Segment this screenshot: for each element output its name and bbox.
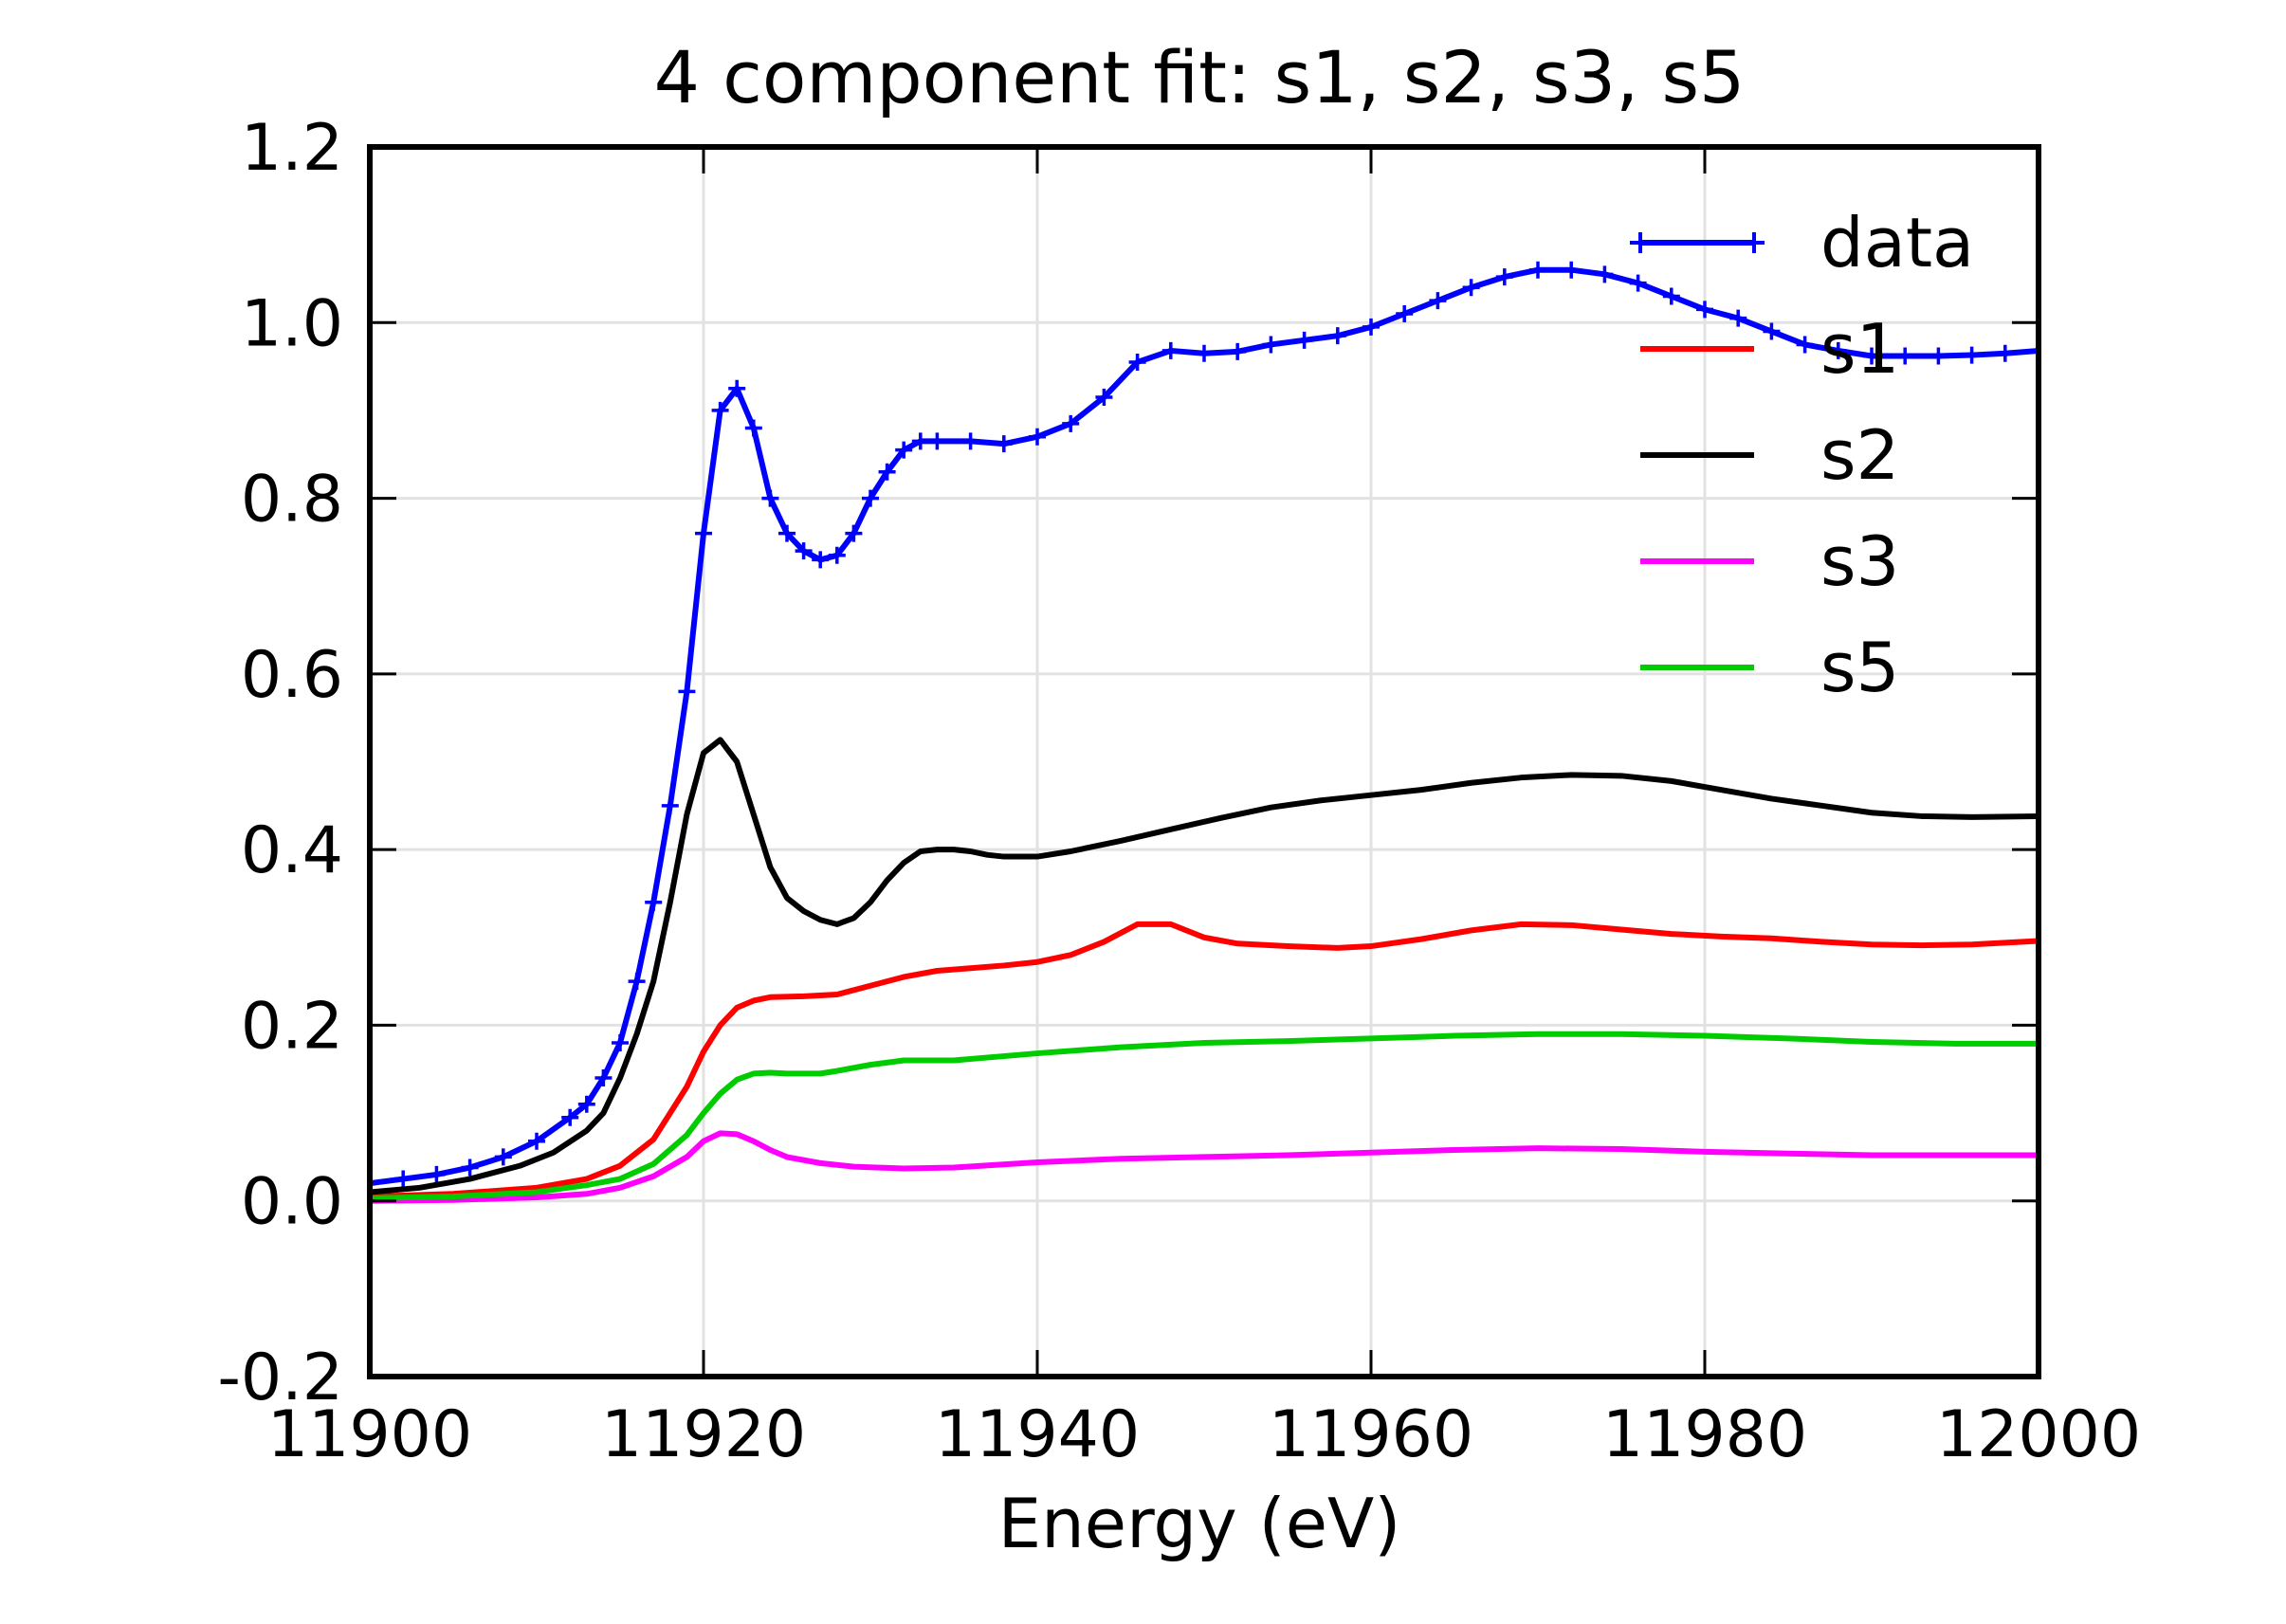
data-point-data bbox=[1696, 301, 1713, 319]
data-point-data bbox=[1763, 322, 1781, 340]
y-tick-label: -0.2 bbox=[217, 1341, 343, 1415]
axis-ticks: 11900 11920 11940 11960 11980 12000 -0.2 0.0 0.2… bbox=[217, 111, 2141, 1472]
data-point-data bbox=[494, 1148, 512, 1166]
x-tick-label: 11980 bbox=[1602, 1397, 1807, 1472]
data-point-data bbox=[744, 419, 762, 437]
data-point-data bbox=[928, 432, 946, 450]
data-point-data bbox=[1829, 341, 1847, 359]
legend-marker-data bbox=[1744, 232, 1765, 253]
data-point-data bbox=[1062, 414, 1080, 432]
data-point-data bbox=[1529, 261, 1546, 279]
data-point-data bbox=[1863, 347, 1880, 365]
plot-frame bbox=[367, 144, 2041, 1379]
y-tick-label: 1.2 bbox=[241, 111, 343, 186]
chart-title: 4 component fit: s1, s2, s3, s5 bbox=[654, 35, 1746, 119]
series-line-s3 bbox=[370, 1130, 2039, 1204]
data-point-data bbox=[1328, 327, 1346, 345]
y-tick-label: 0.2 bbox=[241, 989, 343, 1064]
plot-border bbox=[367, 144, 2041, 1379]
data-point-data bbox=[911, 432, 929, 450]
y-tick-label: 1.0 bbox=[241, 286, 343, 361]
data-point-data bbox=[1629, 274, 1647, 292]
data-point-data bbox=[1262, 336, 1280, 354]
x-tick-label: 11920 bbox=[601, 1397, 806, 1472]
data-point-data bbox=[1095, 389, 1113, 407]
data-point-data bbox=[1462, 279, 1480, 297]
series-line-s5 bbox=[370, 1031, 2039, 1201]
data-point-data bbox=[728, 379, 746, 397]
data-point-data bbox=[1729, 309, 1747, 327]
data-point-data bbox=[1161, 341, 1180, 359]
data-point-data bbox=[1495, 268, 1513, 286]
data-point-data bbox=[895, 441, 913, 459]
data-point-data bbox=[645, 893, 663, 911]
data-point-data bbox=[862, 489, 879, 507]
y-tick-label: 0.0 bbox=[241, 1165, 343, 1240]
data-point-data bbox=[1896, 347, 1914, 365]
series-line-s2 bbox=[370, 737, 2039, 1195]
data-point-data bbox=[1963, 346, 1981, 364]
legend-label-s3: s3 bbox=[1820, 521, 1899, 601]
series-line-data bbox=[370, 266, 2039, 1187]
x-axis-label: Energy (eV) bbox=[998, 1484, 1401, 1563]
data-point-data bbox=[561, 1108, 579, 1126]
data-point-data bbox=[1029, 428, 1046, 446]
data-point-data bbox=[1563, 261, 1581, 279]
data-point-data bbox=[1196, 344, 1213, 362]
data-point-data bbox=[961, 432, 979, 450]
data-point-data bbox=[594, 1069, 613, 1087]
y-tick-label: 0.8 bbox=[241, 463, 343, 538]
grid-lines bbox=[368, 145, 2040, 1378]
data-point-data bbox=[711, 401, 729, 419]
data-point-data bbox=[995, 435, 1013, 453]
x-tick-label: 11960 bbox=[1269, 1397, 1473, 1472]
data-point-data bbox=[1362, 318, 1380, 336]
data-point-data bbox=[1128, 353, 1146, 371]
data-point-data bbox=[1662, 287, 1680, 305]
x-tick-label: 11940 bbox=[935, 1397, 1140, 1472]
data-point-data bbox=[778, 524, 796, 542]
data-point-data bbox=[878, 463, 896, 481]
legend: data s1 s2 s3 s5 bbox=[1630, 203, 1974, 707]
legend-label-s2: s2 bbox=[1820, 415, 1899, 495]
data-point-data bbox=[678, 683, 696, 701]
series-line-s1 bbox=[370, 921, 2039, 1200]
data-point-data bbox=[828, 546, 846, 564]
x-tick-label: 11900 bbox=[267, 1397, 472, 1472]
data-point-data bbox=[695, 524, 712, 542]
legend-marker-data bbox=[1630, 232, 1651, 253]
legend-label-s5: s5 bbox=[1820, 628, 1899, 707]
data-point-data bbox=[394, 1170, 412, 1188]
data-point-data bbox=[795, 542, 813, 560]
data-point-data bbox=[845, 524, 863, 542]
series-layer bbox=[370, 261, 2039, 1204]
data-point-data bbox=[761, 489, 779, 507]
data-point-data bbox=[1596, 265, 1614, 283]
data-point-data bbox=[812, 551, 830, 569]
x-tick-label: 12000 bbox=[1936, 1397, 2141, 1472]
data-point-data bbox=[661, 796, 679, 814]
data-point-data bbox=[428, 1165, 446, 1183]
y-tick-label: 0.4 bbox=[241, 813, 343, 888]
data-point-data bbox=[628, 973, 646, 991]
data-point-data bbox=[461, 1159, 479, 1177]
data-point-data bbox=[1396, 305, 1414, 323]
data-point-data bbox=[1295, 331, 1313, 349]
data-point-data bbox=[1929, 347, 1948, 365]
data-point-data bbox=[370, 1175, 378, 1193]
y-tick-label: 0.6 bbox=[241, 638, 343, 713]
legend-label-s1: s1 bbox=[1820, 309, 1899, 389]
data-point-data bbox=[1996, 344, 2014, 362]
data-point-data bbox=[577, 1095, 595, 1113]
data-point-data bbox=[1429, 292, 1447, 310]
data-point-data bbox=[1229, 342, 1247, 360]
data-point-data bbox=[612, 1033, 629, 1051]
data-point-data bbox=[528, 1132, 545, 1150]
legend-label-data: data bbox=[1820, 203, 1974, 283]
data-point-data bbox=[1796, 336, 1814, 354]
data-point-data bbox=[2030, 341, 2039, 359]
